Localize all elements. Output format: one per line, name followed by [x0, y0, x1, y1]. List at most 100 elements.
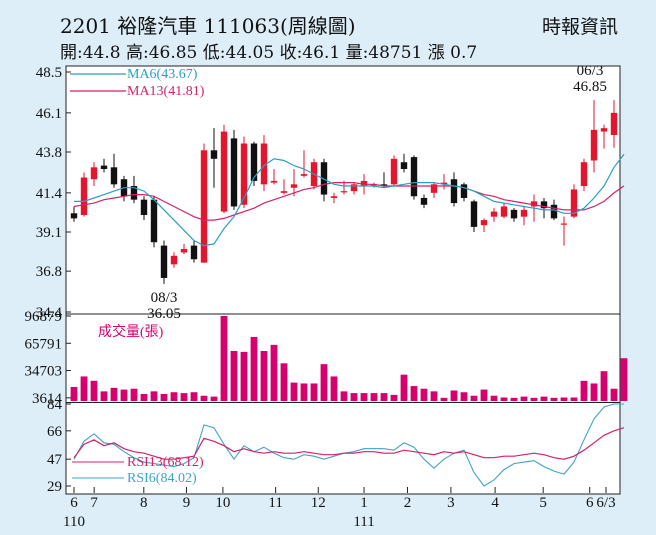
- candle-body: [200, 150, 208, 263]
- candle-body: [240, 143, 248, 205]
- ma13-line: [73, 182, 625, 221]
- candle-body: [260, 143, 268, 185]
- volume-bar: [350, 393, 358, 401]
- candle-body: [380, 184, 388, 187]
- volume-bar: [120, 389, 128, 401]
- volume-bar: [70, 386, 78, 401]
- volume-bar: [440, 397, 448, 401]
- x-tick-label: 6: [586, 495, 594, 511]
- candle-body: [510, 209, 518, 219]
- volume-bar: [230, 350, 238, 401]
- price-tick-label: 46.1: [36, 106, 62, 122]
- volume-bar: [180, 393, 188, 401]
- volume-bar: [330, 376, 338, 401]
- ma6-line: [74, 153, 625, 247]
- candle-body: [70, 213, 78, 219]
- high-annotation-value: 46.85: [573, 79, 607, 95]
- price-tick-label: 34.4: [36, 305, 63, 321]
- candle-body: [420, 197, 428, 205]
- candle-body: [440, 182, 448, 185]
- candle-body: [430, 184, 438, 193]
- volume-bar: [210, 396, 218, 401]
- candle-body: [170, 255, 178, 265]
- candle-body: [340, 191, 348, 193]
- candle-body: [150, 199, 158, 243]
- candle-body: [110, 167, 118, 185]
- volume-bar: [80, 376, 88, 401]
- volume-bar: [430, 391, 438, 401]
- candle-body: [390, 158, 398, 185]
- candle-body: [450, 179, 458, 204]
- volume-bar: [260, 350, 268, 401]
- candle-body: [140, 199, 148, 215]
- volume-bar: [300, 383, 308, 401]
- candle-body: [160, 245, 168, 278]
- volume-bar: [550, 397, 558, 401]
- x-tick-label: 7: [90, 495, 98, 511]
- volume-bar: [130, 388, 138, 401]
- volume-bar: [220, 316, 228, 401]
- volume-bar: [310, 383, 318, 401]
- volume-bar: [570, 397, 578, 401]
- rsi-tick-label: 47: [47, 452, 63, 468]
- candle-body: [220, 131, 228, 212]
- candle-body: [480, 220, 488, 226]
- volume-bar: [420, 388, 428, 401]
- candle-body: [550, 204, 558, 219]
- rsi6-legend-label: RSI6(84.02): [127, 471, 197, 486]
- volume-bar: [280, 363, 288, 401]
- volume-bar: [270, 344, 278, 401]
- volume-bar: [380, 393, 388, 401]
- price-tick-label: 36.8: [36, 264, 62, 280]
- volume-bar: [160, 393, 168, 401]
- volume-bar: [510, 397, 518, 401]
- candle-body: [370, 184, 378, 186]
- volume-bar: [490, 395, 498, 401]
- data-source-label: 時報資訊: [541, 16, 618, 38]
- candle-body: [330, 196, 338, 198]
- volume-bar: [580, 380, 588, 401]
- x-tick-label: 4: [491, 495, 499, 511]
- candle-body: [570, 189, 578, 217]
- candle-body: [460, 184, 468, 198]
- volume-bar: [370, 393, 378, 401]
- volume-tick-label: 96879: [25, 309, 63, 325]
- x-year-label: 110: [63, 514, 85, 530]
- x-tick-label: 9: [183, 495, 191, 511]
- candle-body: [280, 191, 288, 193]
- low-annotation-value: 36.05: [147, 306, 181, 322]
- price-tick-label: 41.4: [36, 186, 63, 202]
- candle-body: [500, 206, 508, 217]
- candle-body: [360, 180, 368, 187]
- volume-bar: [320, 364, 328, 401]
- candle-body: [300, 174, 308, 176]
- rsi-tick-label: 84: [47, 397, 63, 413]
- candle-body: [600, 128, 608, 132]
- candle-body: [490, 211, 498, 217]
- candle-body: [250, 143, 258, 181]
- volume-bar: [500, 397, 508, 401]
- volume-bar: [480, 389, 488, 401]
- rsi13-line: [73, 427, 625, 460]
- quote-summary: 開:44.8 高:46.85 低:44.05 收:46.1 量:48751 漲 …: [60, 43, 478, 63]
- volume-bar: [560, 397, 568, 401]
- volume-bar: [620, 358, 628, 401]
- volume-bar: [390, 394, 398, 401]
- ma6-legend-label: MA6(43.67): [127, 67, 198, 82]
- volume-bar: [240, 351, 248, 401]
- volume-bar: [250, 336, 258, 401]
- candle-body: [230, 138, 238, 207]
- volume-bar: [110, 387, 118, 401]
- x-tick-label: 11: [268, 495, 282, 511]
- candle-body: [520, 209, 528, 217]
- x-tick-label: 8: [140, 495, 148, 511]
- candle-body: [320, 162, 328, 195]
- candle-body: [560, 223, 568, 225]
- volume-bar: [590, 383, 598, 401]
- volume-tick-label: 34703: [25, 364, 63, 380]
- rsi-tick-label: 66: [47, 424, 63, 440]
- volume-tick-label: 65791: [25, 336, 63, 352]
- volume-bar: [200, 395, 208, 401]
- low-annotation-date: 08/3: [151, 290, 178, 306]
